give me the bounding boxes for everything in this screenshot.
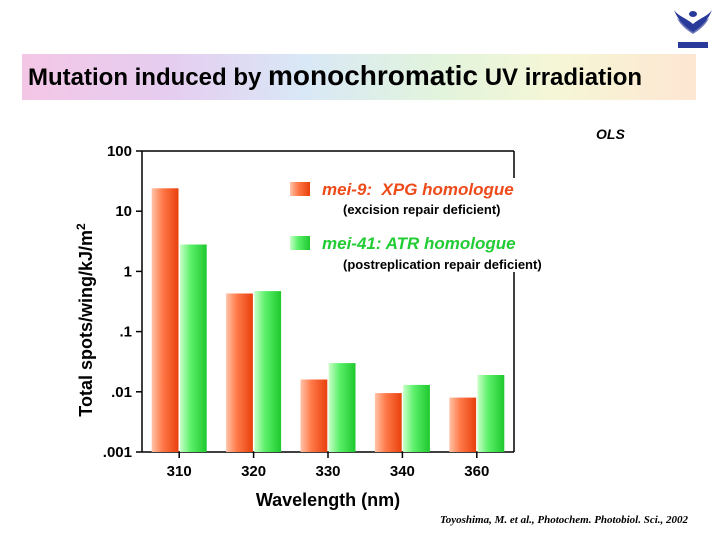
x-tick-label-340: 340 [390,463,415,480]
bar-series-1-330 [300,379,328,452]
corner-label: OLS [596,126,625,142]
legend-label-series-1: mei-9: XPG homologue [322,180,514,199]
x-tick-label-320: 320 [241,463,266,480]
legend-swatch-series-2 [290,236,310,250]
y-tick-label: 10 [115,203,132,220]
bar-series-2-310 [179,244,207,452]
y-tick-label: .1 [119,324,132,341]
y-tick-label: 1 [124,263,132,280]
x-axis-title: Wavelength (nm) [256,490,400,510]
bar-series-2-320 [254,291,282,452]
y-tick-label: .001 [103,444,132,461]
bar-series-2-360 [477,375,505,452]
y-tick-label: 100 [107,143,132,160]
y-tick-label: .01 [111,384,132,401]
legend-label-series-2: mei-41: ATR homologue [322,234,516,253]
citation: Toyoshima, M. et al., Photochem. Photobi… [440,514,689,526]
bar-series-1-310 [151,188,179,453]
title-banner [22,54,696,100]
legend-subtitle-series-2: (postreplication repair deficient) [343,257,542,272]
bar-series-2-340 [403,384,430,452]
bar-series-1-320 [226,293,253,452]
legend: mei-9: XPG homologue (excision repair de… [290,180,542,272]
legend-swatch-series-1 [290,182,310,196]
bar-series-1-340 [374,393,402,452]
y-axis-title: Total spots/wing/kJ/m2 [74,223,96,417]
x-tick-label-330: 330 [315,463,340,480]
bar-series-1-360 [449,397,477,452]
x-tick-label-310: 310 [167,463,192,480]
slide-title: Mutation induced by monochromatic UV irr… [28,60,643,91]
x-tick-label-360: 360 [464,463,489,480]
university-emblem-icon [674,10,712,48]
bar-series-2-330 [328,363,356,452]
legend-subtitle-series-1: (excision repair deficient) [343,202,501,217]
